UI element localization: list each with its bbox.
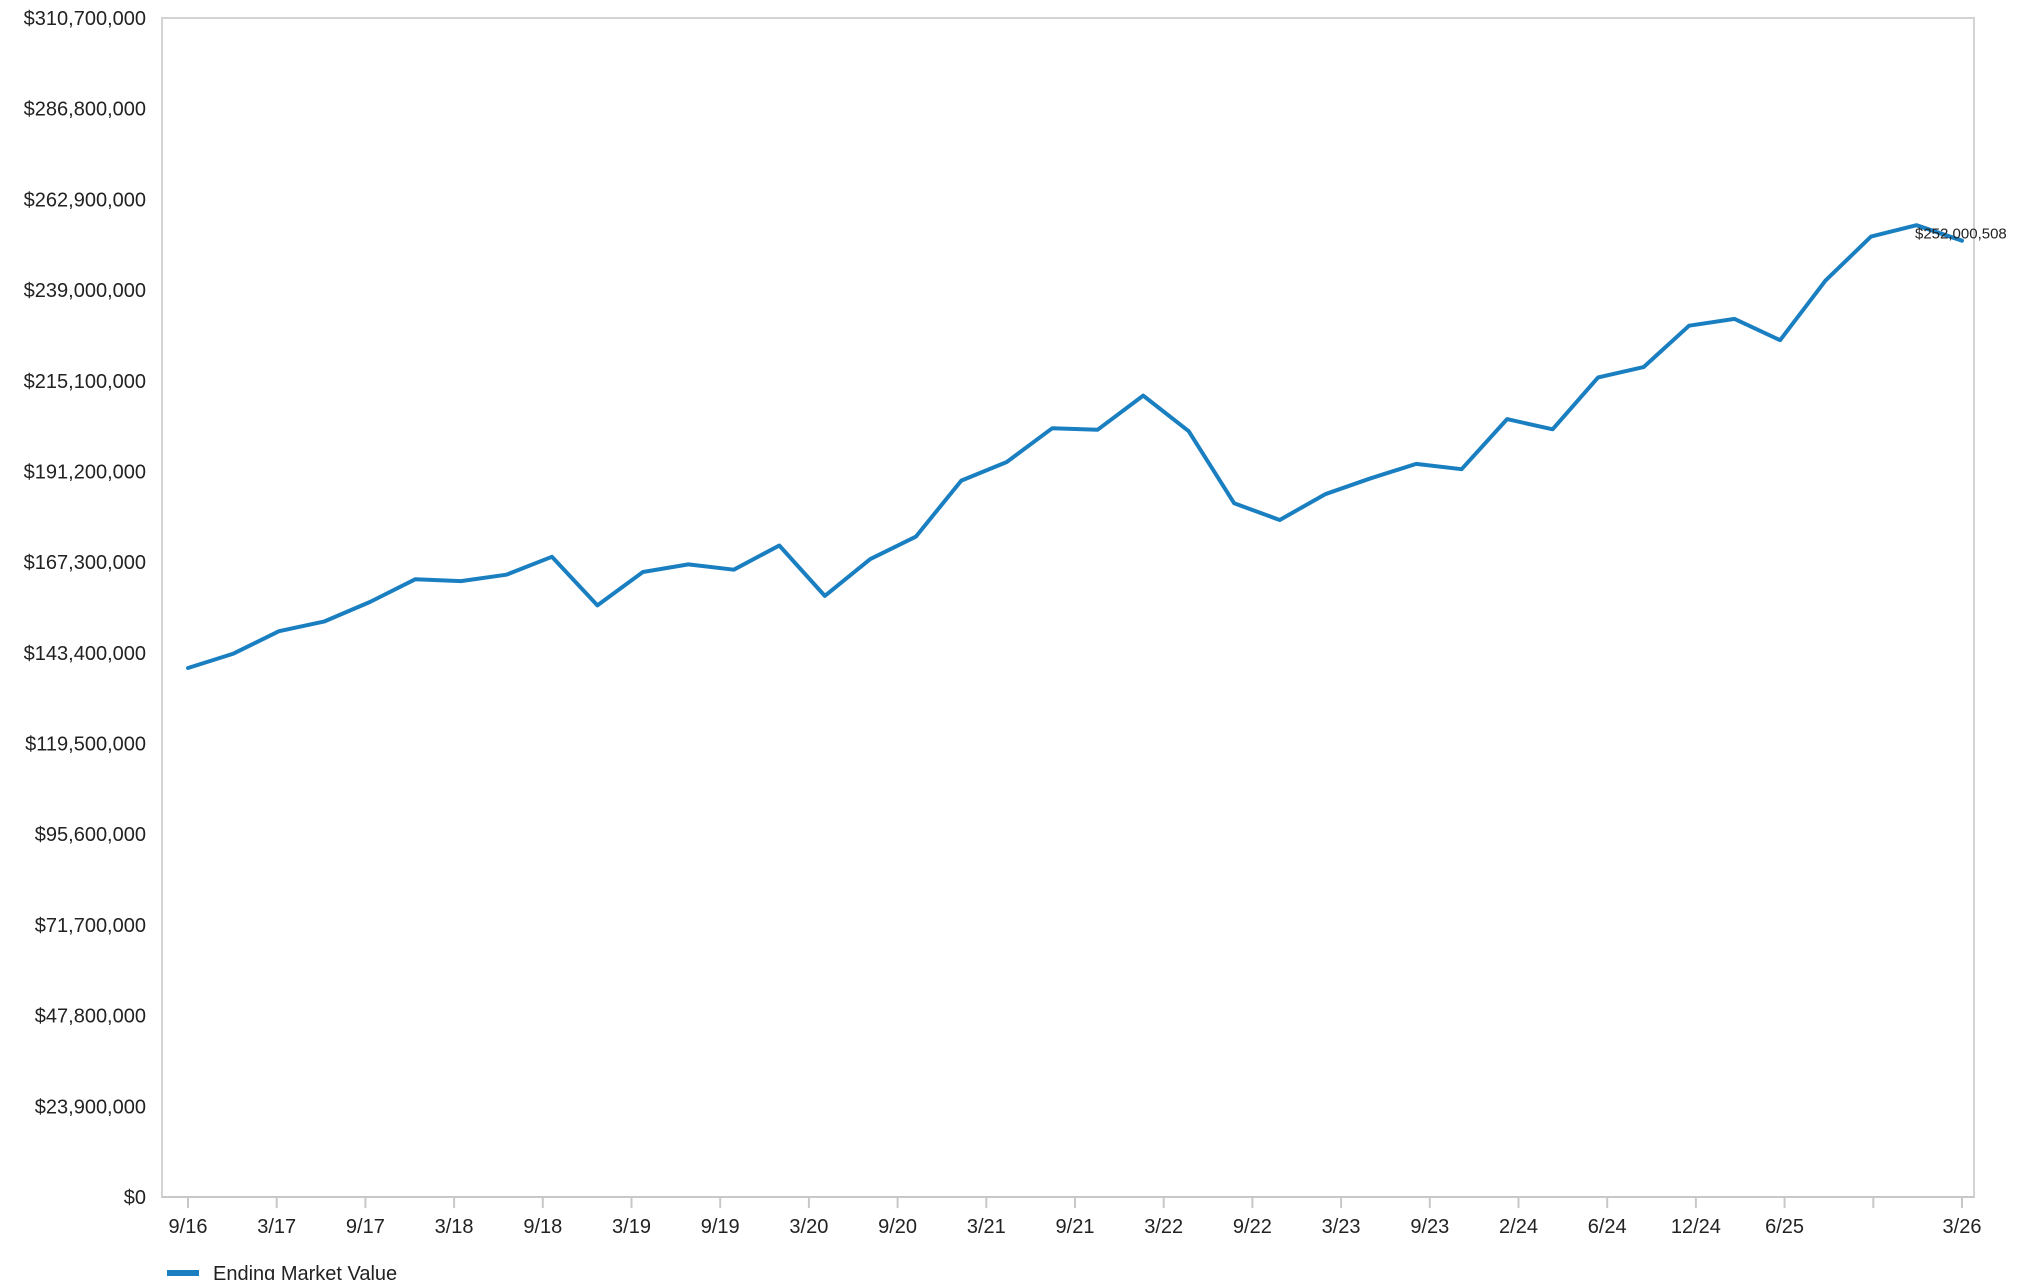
plot-area-frame (161, 17, 1975, 1198)
x-tick-label: 3/17 (257, 1216, 296, 1238)
end-value-label: $252,000,508 (1915, 226, 2007, 243)
y-tick-label: $286,800,000 (24, 99, 146, 121)
x-tick-label: 9/16 (169, 1216, 208, 1238)
x-tick-label: 2/24 (1499, 1216, 1538, 1238)
y-tick-label: $262,900,000 (24, 189, 146, 211)
x-tick-label: 9/18 (523, 1216, 562, 1238)
legend: Ending Market Value (167, 1263, 397, 1285)
x-tick-label: 6/25 (1765, 1216, 1804, 1238)
x-tick-label: 3/18 (435, 1216, 474, 1238)
x-tick-label: 3/23 (1322, 1216, 1361, 1238)
y-tick-label: $239,000,000 (24, 280, 146, 302)
y-tick-label: $310,700,000 (24, 8, 146, 30)
x-tick-label: 3/19 (612, 1216, 651, 1238)
y-axis: $0 $23,900,000 $47,800,000 $71,700,000 $95,6… (24, 8, 146, 1209)
x-tick-label: 9/17 (346, 1216, 385, 1238)
y-tick-label: $191,200,000 (24, 461, 146, 483)
x-axis: 9/16 3/17 9/17 3/18 9/18 3/19 9/19 3/20 9/20 3/21… (162, 1196, 1982, 1238)
x-tick-label: 3/22 (1144, 1216, 1183, 1238)
y-tick-label: $71,700,000 (35, 915, 146, 937)
x-tick-label: 9/21 (1056, 1216, 1095, 1238)
y-tick-label: $143,400,000 (24, 643, 146, 665)
x-tick-label: 3/20 (789, 1216, 828, 1238)
y-tick-label: $0 (124, 1187, 146, 1209)
y-tick-label: $23,900,000 (35, 1096, 146, 1118)
series-layer: $252,000,508 (186, 223, 2007, 670)
series-line-ending-market-value (186, 223, 1964, 670)
x-tick-label: 9/20 (878, 1216, 917, 1238)
x-tick-label: 9/22 (1233, 1216, 1272, 1238)
y-tick-label: $95,600,000 (35, 824, 146, 846)
x-tick-label: 9/23 (1410, 1216, 1449, 1238)
x-tick-label: 6/24 (1588, 1216, 1627, 1238)
y-tick-label: $119,500,000 (25, 734, 146, 756)
y-tick-label: $47,800,000 (35, 1006, 146, 1028)
y-tick-label: $215,100,000 (24, 371, 146, 393)
x-tick-label: 3/21 (967, 1216, 1006, 1238)
x-tick-label: 3/26 (1943, 1216, 1982, 1238)
y-tick-label: $167,300,000 (24, 552, 146, 574)
x-tick-label: 12/24 (1671, 1216, 1721, 1238)
legend-label-ending-market-value: Ending Market Value (213, 1263, 397, 1280)
x-tick-label: 9/19 (701, 1216, 740, 1238)
